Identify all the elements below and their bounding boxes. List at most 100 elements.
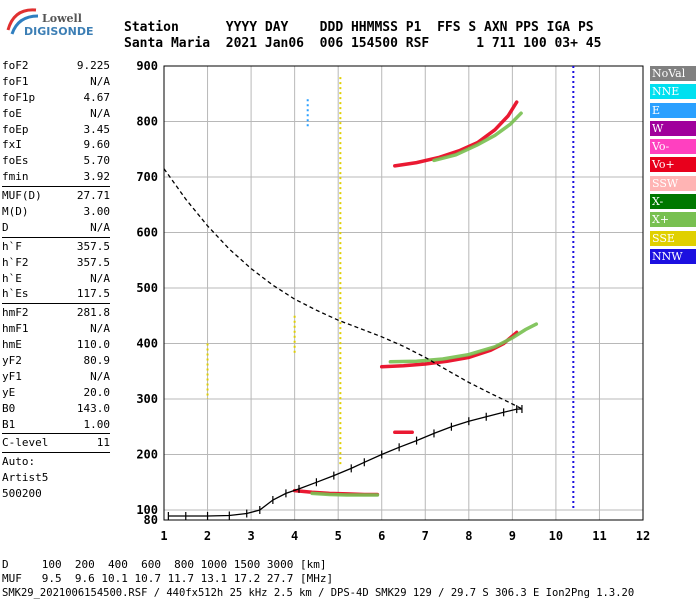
echo-trace <box>310 491 380 497</box>
param-value: 9.225 <box>76 59 110 72</box>
param-row: MUF(D) 27.71 <box>2 188 110 204</box>
param-separator <box>2 186 110 188</box>
scaled-parameters-panel: foF2 9.225 foF1 N/A foF1p 4.67 foE N/A foEp 3.45 f… <box>2 58 110 502</box>
param-label: foF2 <box>2 59 29 72</box>
y-tick-label: 600 <box>136 226 158 240</box>
x-tick-label: 1 <box>160 529 167 543</box>
param-note: 500200 <box>2 487 42 501</box>
param-row: fmin 3.92 <box>2 169 110 185</box>
y-tick-label: 900 <box>136 59 158 73</box>
param-value: 3.92 <box>83 170 111 184</box>
legend-item: X+ <box>650 212 696 228</box>
station-header: Station YYYY DAY DDD HHMMSS P1 FFS S AXN… <box>124 20 601 52</box>
param-label: B0 <box>2 401 16 415</box>
logo-emblem-icon <box>6 8 39 35</box>
param-row: yF2 80.9 <box>2 353 110 369</box>
param-label: h`E <box>2 271 22 285</box>
param-label: D <box>2 220 9 234</box>
param-value: 20.0 <box>83 385 111 399</box>
param-row: foF1 N/A <box>2 74 110 90</box>
x-tick-label: 11 <box>592 529 606 543</box>
param-label: hmF1 <box>2 322 29 336</box>
x-tick-label: 10 <box>549 529 563 543</box>
legend-item: Vo+ <box>650 157 696 173</box>
y-tick-label: 100 <box>136 503 158 517</box>
plot-border <box>163 65 644 521</box>
param-label: C-level <box>2 436 49 450</box>
legend-item: Vo- <box>650 139 696 155</box>
param-value: N/A <box>90 106 110 120</box>
param-label: foE <box>2 106 22 120</box>
param-value: N/A <box>90 220 110 234</box>
param-label: foEs <box>2 154 29 168</box>
param-value: N/A <box>90 322 110 336</box>
legend-item: W <box>650 120 696 136</box>
echo-trace <box>432 111 523 163</box>
param-row: D N/A <box>2 220 110 236</box>
param-value: 80.9 <box>83 354 111 368</box>
param-label: fxI <box>2 138 22 152</box>
param-label: foF1p <box>2 90 36 104</box>
footer-distance-row: D 100 200 400 600 800 1000 1500 3000 [km… <box>2 558 327 571</box>
param-value: 357.5 <box>76 239 110 253</box>
param-label: M(D) <box>2 205 29 219</box>
echo-trace <box>393 100 519 168</box>
param-row: hmE 110.0 <box>2 337 110 353</box>
legend-item: SSE <box>650 230 696 246</box>
x-tick-label: 5 <box>335 529 342 543</box>
legend-item: NNE <box>650 84 696 100</box>
param-label: hmF2 <box>2 306 29 320</box>
footer-source-line: SMK29_2021006154500.RSF / 440fx512h 25 k… <box>2 587 635 599</box>
y-tick-label: 800 <box>136 115 158 129</box>
param-row: foE N/A <box>2 106 110 122</box>
param-label: MUF(D) <box>2 189 42 203</box>
param-label: fmin <box>2 170 29 184</box>
legend-item: SSW <box>650 175 696 191</box>
legend-item: X- <box>650 194 696 210</box>
param-row: hmF2 281.8 <box>2 305 110 321</box>
param-value: 143.0 <box>76 401 110 415</box>
param-row: yF1 N/A <box>2 369 110 385</box>
param-row: h`F2 357.5 <box>2 255 110 271</box>
x-tick-label: 7 <box>422 529 429 543</box>
param-separator <box>2 452 110 454</box>
param-label: foF1 <box>2 74 29 88</box>
param-row: hmF1 N/A <box>2 321 110 337</box>
param-separator <box>2 303 110 305</box>
param-row: h`F 357.5 <box>2 239 110 255</box>
param-value: 3.00 <box>83 205 111 219</box>
param-value: 281.8 <box>76 306 110 320</box>
param-label: B1 <box>2 417 16 431</box>
legend-item: NoVal <box>650 66 696 81</box>
y-tick-label: 700 <box>136 170 158 184</box>
param-value: 9.60 <box>83 138 111 152</box>
param-value: 3.45 <box>83 122 111 136</box>
polarization-legend: NoVal NNE E W Vo- Vo+ SSW X- X+ SSE NNW <box>650 66 696 267</box>
footer-info: D 100 200 400 600 800 1000 1500 3000 [km… <box>2 558 634 600</box>
logo-text-lowell: Lowell <box>42 12 82 25</box>
header-labels: Station YYYY DAY DDD HHMMSS P1 FFS S AXN… <box>124 20 594 35</box>
param-label: hmE <box>2 338 22 352</box>
param-value: N/A <box>90 369 110 383</box>
param-value: 1.00 <box>83 417 111 431</box>
param-value: 4.67 <box>83 90 111 104</box>
x-tick-label: 4 <box>291 529 298 543</box>
param-label: h`Es <box>2 287 29 301</box>
param-label: h`F2 <box>2 255 29 269</box>
legend-item: E <box>650 102 696 118</box>
plot-frame <box>163 65 644 521</box>
param-value: 27.71 <box>76 189 110 203</box>
y-tick-label: 500 <box>136 281 158 295</box>
param-separator <box>2 236 110 238</box>
y-tick-label: 80 <box>144 513 158 527</box>
x-tick-label: 6 <box>378 529 385 543</box>
x-tick-label: 8 <box>465 529 472 543</box>
param-separator <box>2 433 110 435</box>
ionogram-chart: 1 2 3 4 5 6 7 8 9 10 11 128010020030040050060070080… <box>136 59 650 543</box>
param-row: foF1p 4.67 <box>2 90 110 106</box>
param-row: C-level 11 <box>2 435 110 451</box>
logo-text-digisonde: DIGISONDE <box>24 25 94 38</box>
footer-muf-row: MUF 9.5 9.6 10.1 10.7 11.7 13.1 17.2 27.… <box>2 572 334 585</box>
param-row: h`E N/A <box>2 271 110 287</box>
x-tick-label: 3 <box>247 529 254 543</box>
